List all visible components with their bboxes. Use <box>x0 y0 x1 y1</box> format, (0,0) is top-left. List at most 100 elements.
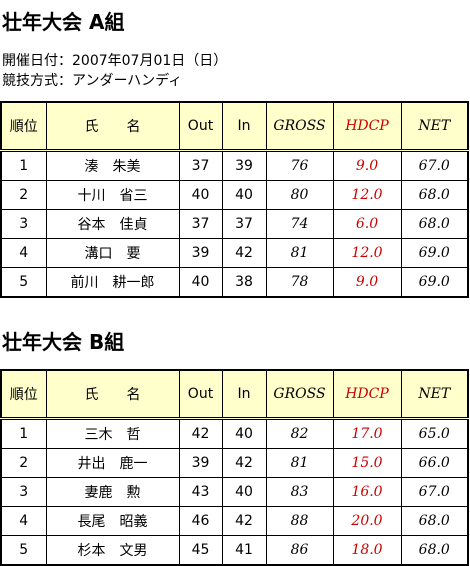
cell: 67.0 <box>400 150 469 181</box>
header-row: 順位氏 名 Out In GROSS HDCP NET <box>0 101 469 152</box>
cell: 4 <box>0 506 47 536</box>
cell: 20.0 <box>332 506 402 536</box>
cell: 2 <box>0 448 47 478</box>
cell: 谷本 佳貞 <box>45 209 180 239</box>
column-header: Out <box>178 369 223 420</box>
cell: 井出 鹿一 <box>45 448 180 478</box>
result-table: 順位氏 名 Out In GROSS HDCP NET 1 湊 朱美 37 39 76 9.0 67.0… <box>0 101 469 298</box>
cell: 5 <box>0 535 47 566</box>
group-title: 壮年大会 A組 <box>2 10 125 34</box>
cell: 39 <box>178 238 223 268</box>
cell: 1 <box>0 150 47 181</box>
cell: 三木 哲 <box>45 418 180 449</box>
cell: 42 <box>178 418 223 449</box>
cell: 12.0 <box>332 238 402 268</box>
player-row: 2 十川 省三 40 40 80 12.0 68.0 <box>0 180 469 210</box>
cell: 6.0 <box>332 209 402 239</box>
cell: 杉本 文男 <box>45 535 180 566</box>
cell: 16.0 <box>332 477 402 507</box>
player-row: 1 三木 哲 42 40 82 17.0 65.0 <box>0 418 469 449</box>
cell: 40 <box>178 180 223 210</box>
cell: 74 <box>265 209 334 239</box>
cell: 68.0 <box>400 180 469 210</box>
cell: 37 <box>178 209 223 239</box>
cell: 83 <box>265 477 334 507</box>
column-header: In <box>221 369 267 420</box>
column-header: Out <box>178 101 223 152</box>
cell: 65.0 <box>400 418 469 449</box>
column-header: HDCP <box>332 369 402 420</box>
cell: 88 <box>265 506 334 536</box>
cell: 76 <box>265 150 334 181</box>
cell: 12.0 <box>332 180 402 210</box>
cell: 37 <box>221 209 267 239</box>
info-line: 開催日付：2007年07月01日（日） <box>2 53 228 69</box>
cell: 42 <box>221 238 267 268</box>
cell: 5 <box>0 267 47 298</box>
player-row: 3 妻鹿 勲 43 40 83 16.0 67.0 <box>0 477 469 507</box>
cell: 82 <box>265 418 334 449</box>
player-row: 5 前川 耕一郎 40 38 78 9.0 69.0 <box>0 267 469 298</box>
cell: 9.0 <box>332 267 402 298</box>
player-row: 4 長尾 昭義 46 42 88 20.0 68.0 <box>0 506 469 536</box>
cell: 3 <box>0 477 47 507</box>
cell: 40 <box>221 180 267 210</box>
cell: 42 <box>221 448 267 478</box>
group-title: 壮年大会 B組 <box>2 330 125 354</box>
cell: 43 <box>178 477 223 507</box>
cell: 38 <box>221 267 267 298</box>
player-row: 5 杉本 文男 45 41 86 18.0 68.0 <box>0 535 469 566</box>
cell: 68.0 <box>400 506 469 536</box>
cell: 妻鹿 勲 <box>45 477 180 507</box>
cell: 3 <box>0 209 47 239</box>
cell: 15.0 <box>332 448 402 478</box>
cell: 81 <box>265 238 334 268</box>
column-header: GROSS <box>265 101 334 152</box>
column-header: In <box>221 101 267 152</box>
column-header: HDCP <box>332 101 402 152</box>
cell: 68.0 <box>400 535 469 566</box>
cell: 18.0 <box>332 535 402 566</box>
cell: 40 <box>178 267 223 298</box>
cell: 長尾 昭義 <box>45 506 180 536</box>
info-line: 競技方式：アンダーハンディ <box>2 73 183 89</box>
cell: 十川 省三 <box>45 180 180 210</box>
cell: 40 <box>221 418 267 449</box>
cell: 39 <box>221 150 267 181</box>
cell: 42 <box>221 506 267 536</box>
cell: 66.0 <box>400 448 469 478</box>
cell: 67.0 <box>400 477 469 507</box>
cell: 9.0 <box>332 150 402 181</box>
cell: 45 <box>178 535 223 566</box>
column-header: 順位 <box>0 369 47 420</box>
cell: 17.0 <box>332 418 402 449</box>
player-row: 2 井出 鹿一 39 42 81 15.0 66.0 <box>0 448 469 478</box>
cell: 41 <box>221 535 267 566</box>
cell: 湊 朱美 <box>45 150 180 181</box>
column-header: GROSS <box>265 369 334 420</box>
cell: 2 <box>0 180 47 210</box>
cell: 78 <box>265 267 334 298</box>
column-header: NET <box>400 101 469 152</box>
player-row: 4 溝口 要 39 42 81 12.0 69.0 <box>0 238 469 268</box>
cell: 69.0 <box>400 267 469 298</box>
cell: 溝口 要 <box>45 238 180 268</box>
cell: 4 <box>0 238 47 268</box>
cell: 80 <box>265 180 334 210</box>
header-row: 順位氏 名 Out In GROSS HDCP NET <box>0 369 469 420</box>
result-table: 順位氏 名 Out In GROSS HDCP NET 1 三木 哲 42 40 82 17.0 65.… <box>0 369 469 566</box>
cell: 81 <box>265 448 334 478</box>
column-header: 氏 名 <box>45 369 180 420</box>
column-header: 氏 名 <box>45 101 180 152</box>
column-header: 順位 <box>0 101 47 152</box>
cell: 前川 耕一郎 <box>45 267 180 298</box>
player-row: 3 谷本 佳貞 37 37 74 6.0 68.0 <box>0 209 469 239</box>
cell: 68.0 <box>400 209 469 239</box>
cell: 39 <box>178 448 223 478</box>
column-header: NET <box>400 369 469 420</box>
cell: 69.0 <box>400 238 469 268</box>
cell: 40 <box>221 477 267 507</box>
cell: 86 <box>265 535 334 566</box>
